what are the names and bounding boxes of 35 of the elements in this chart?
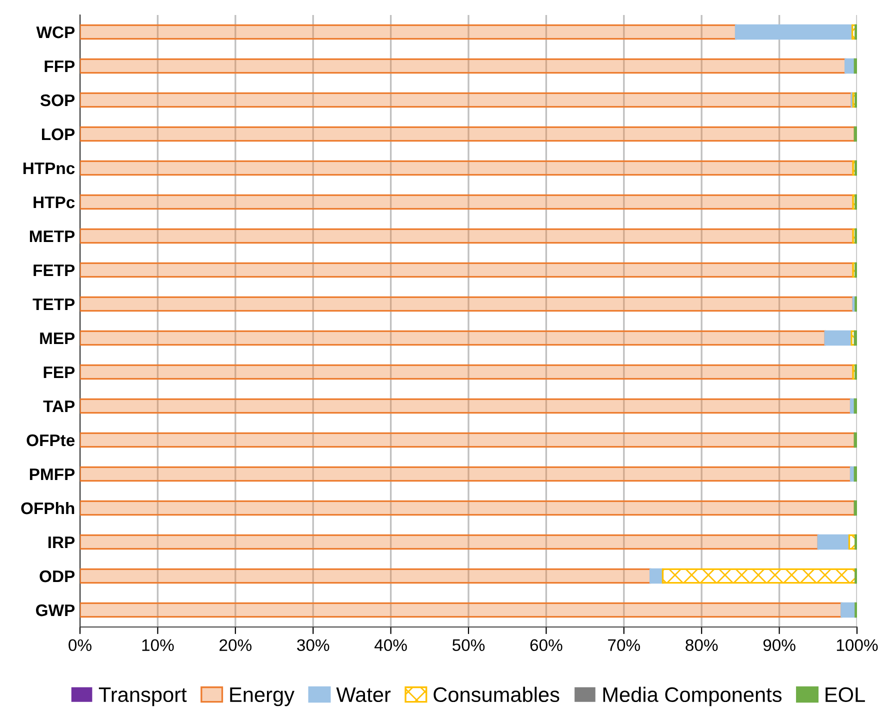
y-tick-label: SOP	[40, 94, 75, 106]
y-tick-label: OFPte	[26, 434, 75, 446]
y-tick-label: IRP	[48, 536, 75, 548]
x-tick-label: 90%	[763, 639, 796, 652]
y-tick-label: FEP	[44, 366, 75, 378]
legend-label: EOL	[826, 687, 865, 702]
y-tick-label: FETP	[34, 264, 75, 276]
x-tick-label: 30%	[297, 639, 330, 652]
y-tick-label: MEP	[40, 332, 75, 344]
y-tick-label: TETP	[32, 298, 75, 310]
x-tick-label: 40%	[374, 639, 407, 652]
y-tick-label: GWP	[36, 604, 75, 616]
x-tick-label: 50%	[452, 639, 485, 652]
y-tick-label: HTPnc	[23, 162, 75, 174]
legend-label: Water	[336, 688, 391, 702]
legend-label: Consumables	[434, 686, 560, 702]
y-tick-label: LOP	[42, 128, 75, 140]
x-tick-label: 80%	[686, 639, 718, 652]
legend-label: Media Components	[603, 686, 782, 706]
y-tick-label: WCP	[36, 26, 75, 38]
x-tick-label: 70%	[608, 639, 640, 652]
x-tick-label: 60%	[530, 639, 562, 652]
x-tick-label: 100%	[836, 639, 878, 652]
y-tick-label: ODP	[40, 570, 75, 582]
legend-label: Energy	[230, 688, 294, 706]
x-tick-label: 10%	[142, 639, 174, 652]
y-tick-label: TAP	[43, 400, 75, 412]
y-tick-label: FFP	[44, 60, 75, 72]
legend-label: Transport	[98, 688, 187, 706]
x-tick-label: 20%	[220, 639, 252, 652]
x-tick-label: 0%	[68, 639, 92, 652]
y-tick-label: PMFP	[30, 468, 75, 480]
y-tick-label: OFPhh	[21, 502, 74, 514]
y-tick-label: METP	[30, 230, 75, 242]
y-tick-label: HTPc	[34, 196, 75, 208]
